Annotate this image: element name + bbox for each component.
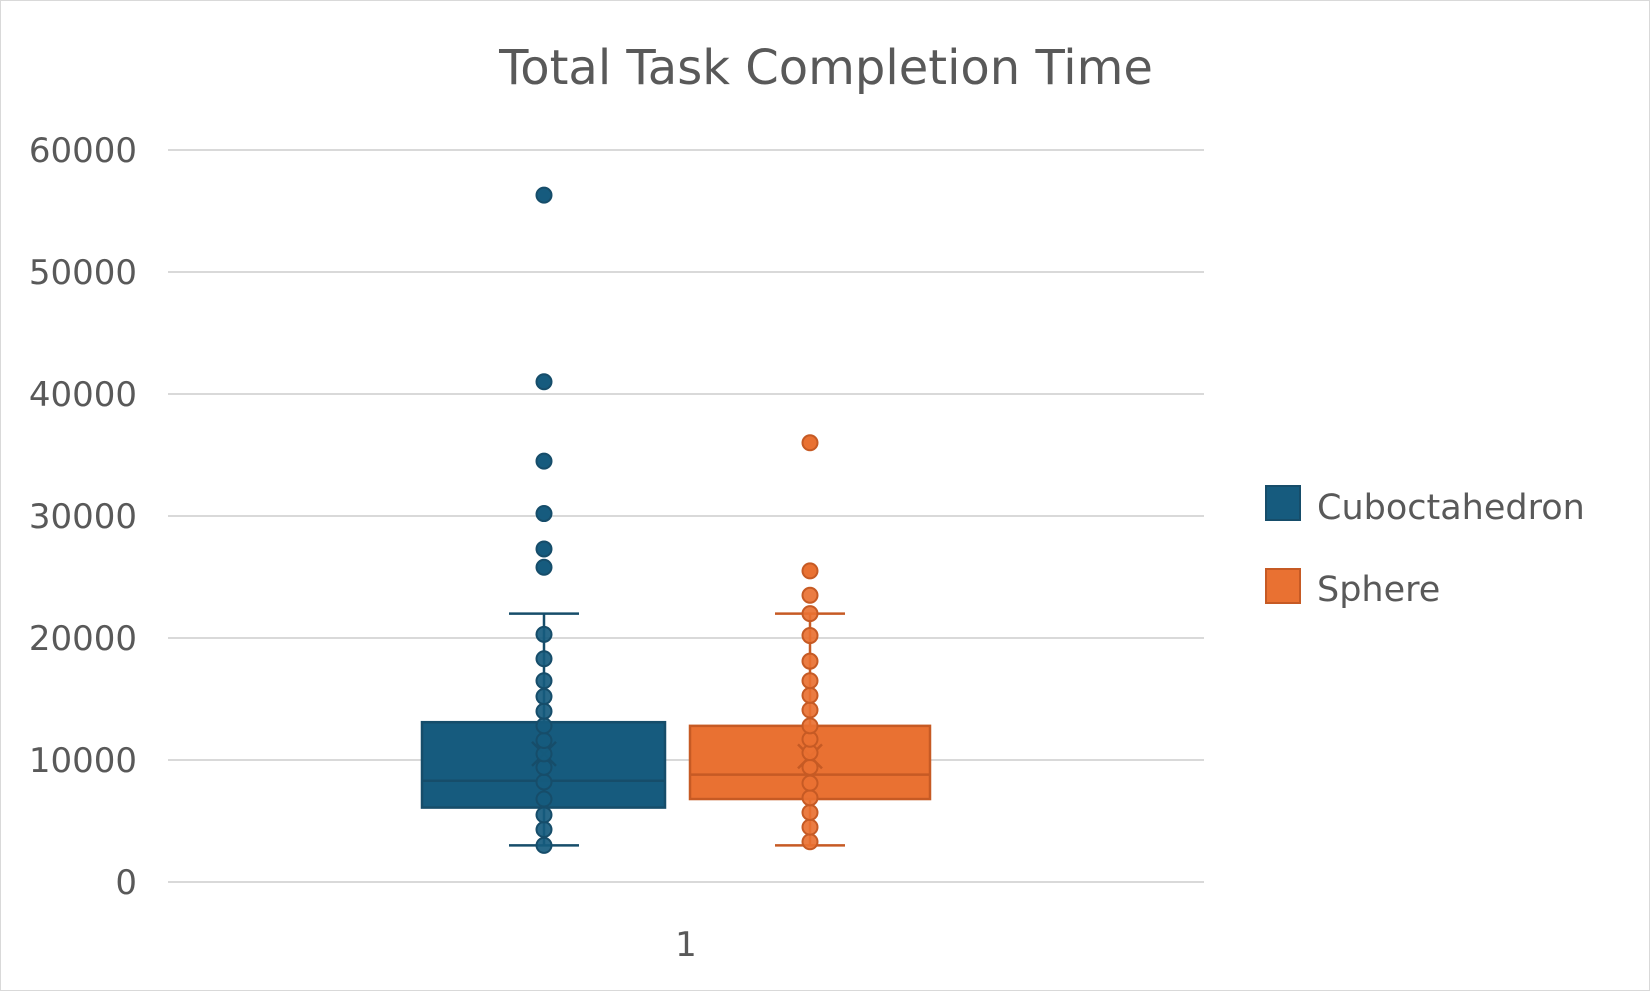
- data-point-cuboctahedron-7: [535, 731, 553, 749]
- legend-label-cuboctahedron: Cuboctahedron: [1317, 488, 1585, 528]
- gridlines: [168, 149, 1204, 761]
- data-point-sphere-9: [801, 701, 819, 719]
- data-point-cuboctahedron-4: [535, 773, 553, 791]
- data-point-cuboctahedron-13: [535, 625, 553, 643]
- data-point-cuboctahedron-1: [535, 821, 553, 839]
- y-tick-label-10000: 10000: [29, 741, 137, 781]
- data-point-cuboctahedron-10: [535, 688, 553, 706]
- outlier-point-cuboctahedron-19: [535, 186, 553, 204]
- x-tick-label: 1: [675, 925, 697, 965]
- outlier-point-sphere-17: [801, 434, 819, 452]
- y-tick-label-40000: 40000: [29, 375, 137, 415]
- data-point-sphere-0: [801, 833, 819, 851]
- data-point-sphere-15: [801, 586, 819, 604]
- legend-item-cuboctahedron: Cuboctahedron: [1265, 485, 1585, 528]
- data-point-sphere-14: [801, 605, 819, 623]
- data-point-sphere-1: [801, 818, 819, 836]
- chart-title: Total Task Completion Time: [498, 40, 1153, 96]
- data-point-sphere-2: [801, 803, 819, 821]
- data-point-sphere-10: [801, 686, 819, 704]
- y-tick-label-0: 0: [115, 863, 137, 903]
- y-tick-label-60000: 60000: [29, 131, 137, 171]
- y-tick-label-50000: 50000: [29, 253, 137, 293]
- box-plot-series: [420, 186, 932, 854]
- outlier-point-cuboctahedron-18: [535, 373, 553, 391]
- data-point-cuboctahedron-12: [535, 650, 553, 668]
- data-point-sphere-11: [801, 672, 819, 690]
- box-plot-cuboctahedron: [420, 186, 667, 854]
- data-point-sphere-5: [801, 758, 819, 776]
- data-point-sphere-8: [801, 717, 819, 735]
- outlier-point-cuboctahedron-16: [535, 505, 553, 523]
- data-point-cuboctahedron-0: [535, 836, 553, 854]
- outlier-point-sphere-16: [801, 562, 819, 580]
- outlier-point-cuboctahedron-17: [535, 452, 553, 470]
- legend: Cuboctahedron Sphere: [1265, 485, 1585, 610]
- data-point-sphere-3: [801, 789, 819, 807]
- data-point-sphere-13: [801, 627, 819, 645]
- data-point-sphere-4: [801, 774, 819, 792]
- y-tick-label-30000: 30000: [29, 497, 137, 537]
- data-point-cuboctahedron-3: [535, 790, 553, 808]
- box-plot-sphere: [688, 434, 932, 851]
- y-axis-tick-labels: 0 10000 20000 30000 40000 50000 60000: [29, 131, 137, 903]
- data-point-cuboctahedron-11: [535, 672, 553, 690]
- legend-swatch-sphere: [1265, 568, 1301, 604]
- outlier-point-cuboctahedron-14: [535, 558, 553, 576]
- data-point-sphere-12: [801, 652, 819, 670]
- legend-label-sphere: Sphere: [1317, 570, 1440, 610]
- data-point-cuboctahedron-9: [535, 702, 553, 720]
- data-point-cuboctahedron-2: [535, 806, 553, 824]
- legend-swatch-cuboctahedron: [1265, 485, 1301, 521]
- legend-item-sphere: Sphere: [1265, 568, 1440, 610]
- outlier-point-cuboctahedron-15: [535, 540, 553, 558]
- y-tick-label-20000: 20000: [29, 619, 137, 659]
- data-point-cuboctahedron-8: [535, 717, 553, 735]
